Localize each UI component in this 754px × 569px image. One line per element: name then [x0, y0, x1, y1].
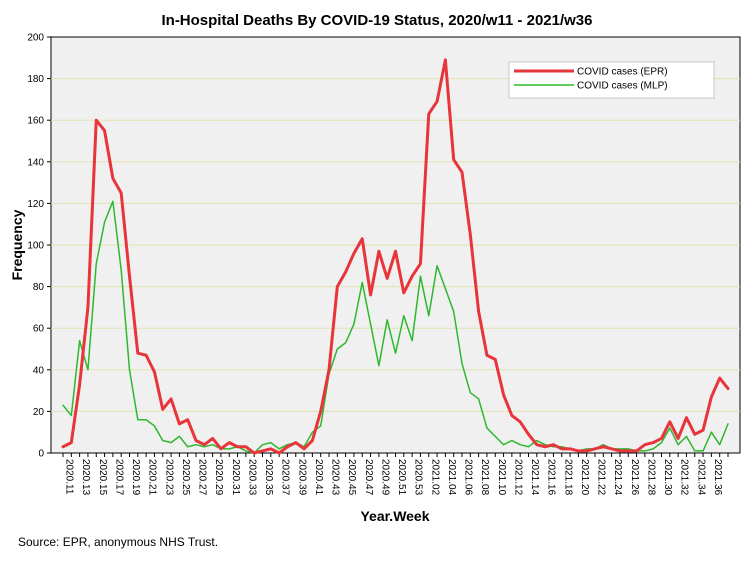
x-tick-label: 2021.02 [429, 459, 440, 496]
chart-title: In-Hospital Deaths By COVID-19 Status, 2… [161, 12, 592, 29]
x-tick-label: 2020.53 [413, 459, 424, 496]
y-tick-label: 0 [38, 449, 44, 460]
x-tick-label: 2020.35 [263, 459, 274, 496]
x-tick-label: 2021.24 [612, 459, 623, 496]
x-tick-label: 2020.23 [163, 459, 174, 496]
x-tick-label: 2020.43 [330, 459, 341, 496]
x-tick-label: 2021.26 [629, 459, 640, 496]
x-tick-label: 2020.39 [296, 459, 307, 496]
y-tick-label: 200 [27, 33, 44, 44]
x-tick-label: 2020.41 [313, 459, 324, 496]
y-tick-label: 40 [33, 365, 45, 376]
x-tick-label: 2021.06 [463, 459, 474, 496]
y-tick-label: 180 [27, 74, 44, 85]
x-tick-label: 2020.19 [130, 459, 141, 496]
y-tick-label: 80 [33, 282, 45, 293]
y-tick-label: 120 [27, 199, 44, 210]
x-tick-label: 2021.08 [479, 459, 490, 496]
x-tick-label: 2020.11 [64, 459, 75, 495]
x-tick-label: 2021.10 [496, 459, 507, 496]
x-tick-label: 2021.18 [562, 459, 573, 496]
y-tick-label: 160 [27, 116, 44, 127]
x-tick-label: 2021.16 [546, 459, 557, 496]
y-tick-label: 20 [33, 407, 45, 418]
y-axis-label: Frequency [9, 209, 25, 280]
x-tick-label: 2021.04 [446, 459, 457, 496]
series-line-epr [61, 58, 730, 455]
x-tick-label: 2020.29 [213, 459, 224, 496]
x-tick-label: 2020.51 [396, 459, 407, 496]
x-tick-label: 2020.37 [280, 459, 291, 496]
legend-label-epr: COVID cases (EPR) [577, 67, 668, 78]
x-tick-label: 2020.49 [379, 459, 390, 496]
x-tick-label: 2020.45 [346, 459, 357, 496]
y-axis: 0 20 40 60 80 100 120 140 160 180 200 [27, 33, 51, 460]
x-tick-label: 2020.27 [197, 459, 208, 496]
source-note: Source: EPR, anonymous NHS Trust. [18, 535, 218, 549]
x-tick-label: 2021.14 [529, 459, 540, 496]
series-lines [61, 58, 730, 455]
x-tick-label: 2021.22 [596, 459, 607, 496]
x-tick-label: 2020.15 [97, 459, 108, 496]
x-tick-label: 2020.47 [363, 459, 374, 496]
x-tick-label: 2020.31 [230, 459, 241, 496]
x-axis: 2020.11 2020.13 2020.15 2020.17 2020.19 2020.… [62, 453, 729, 496]
x-tick-label: 2021.28 [645, 459, 656, 496]
legend-box [508, 61, 715, 99]
x-tick-label: 2020.21 [147, 459, 158, 496]
x-tick-label: 2021.32 [679, 459, 690, 496]
x-tick-label: 2020.25 [180, 459, 191, 496]
x-axis-label: Year.Week [360, 508, 429, 524]
x-tick-label: 2020.33 [246, 459, 257, 496]
x-tick-label: 2021.34 [695, 459, 706, 496]
x-tick-label: 2020.17 [113, 459, 124, 496]
y-tick-label: 60 [33, 324, 45, 335]
x-tick-label: 2021.12 [512, 459, 523, 496]
x-tick-label: 2021.36 [712, 459, 723, 496]
legend-label-mlp: COVID cases (MLP) [577, 81, 668, 92]
y-tick-label: 100 [27, 241, 44, 252]
x-tick-label: 2021.20 [579, 459, 590, 496]
y-tick-label: 140 [27, 157, 44, 168]
x-tick-label: 2021.30 [662, 459, 673, 496]
x-tick-label: 2020.13 [80, 459, 91, 496]
legend: COVID cases (EPR) COVID cases (MLP) [508, 61, 715, 99]
